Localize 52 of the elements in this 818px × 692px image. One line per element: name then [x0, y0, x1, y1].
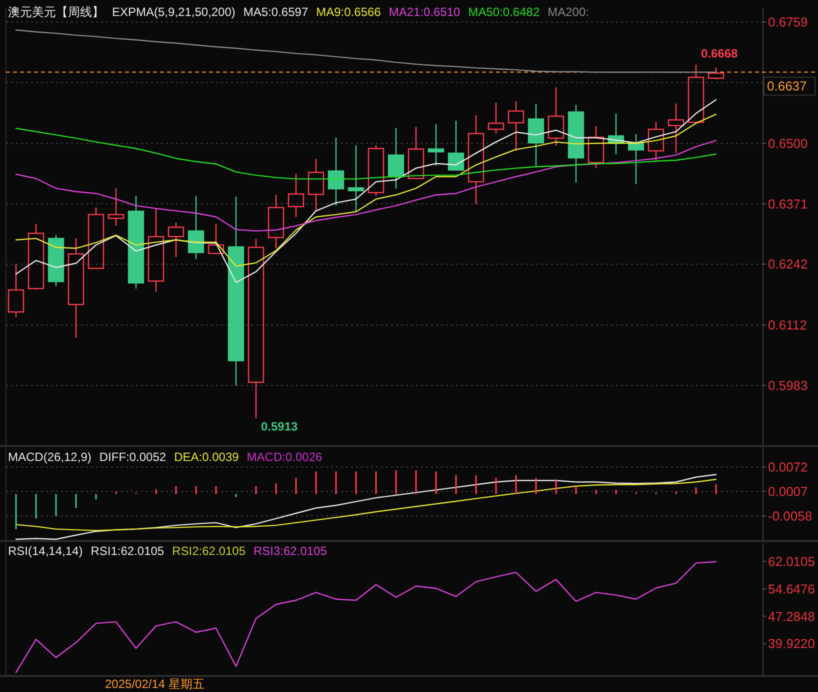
candlestick: [428, 124, 444, 166]
text: RSI3:62.0105: [254, 544, 328, 558]
text: MA5:0.6597: [243, 5, 308, 19]
line-series: [15, 474, 717, 540]
text: MA9:0.6566: [316, 5, 382, 19]
candlestick: [528, 103, 544, 166]
annotation: 0.6668: [701, 46, 738, 61]
line-series: [15, 560, 717, 673]
y-tick-label: 0.6242: [768, 256, 808, 272]
line-series: [15, 140, 717, 232]
line-series: [15, 114, 717, 267]
text: 2025/02/14 星期五: [105, 677, 204, 691]
candlestick: [288, 173, 304, 218]
y-tick-label: 0.0007: [768, 484, 808, 499]
text: DIFF:0.0052: [99, 450, 166, 464]
candlestick: [328, 137, 344, 206]
text: MA21:0.6510: [388, 5, 461, 19]
legend-label: RSI1:62.0105: [90, 544, 164, 558]
candlestick: [228, 196, 244, 386]
y-tick-label: 0.5983: [768, 378, 808, 394]
text: 0.6637: [767, 78, 807, 94]
y-tick-label: 0.0072: [768, 459, 808, 474]
candlestick: [68, 238, 84, 338]
y-tick-label: 47.2848: [768, 608, 815, 624]
candlestick: [308, 158, 324, 212]
candlestick: [268, 194, 284, 249]
y-tick-label: 0.6112: [768, 318, 807, 333]
y-tick-label: 39.9220: [768, 636, 815, 652]
candlestick: [148, 208, 164, 292]
y-tick-label: 0.6371: [768, 196, 808, 212]
chart-title: 澳元美元【周线】: [8, 5, 104, 19]
line-series: [15, 478, 717, 532]
line-series: [15, 99, 717, 284]
candlestick: [468, 114, 484, 205]
y-tick-label: 0.6500: [768, 136, 808, 151]
legend-title: MACD(26,12,9): [8, 450, 92, 464]
candlestick: [508, 100, 524, 152]
text: DEA:0.0039: [174, 450, 240, 464]
legend-label: RSI2:62.0105: [172, 544, 246, 558]
y-tick-label: -0.0058: [768, 508, 812, 524]
text: MA200:: [548, 5, 589, 19]
candlestick: [668, 102, 684, 154]
legend-title: RSI(14,14,14): [8, 544, 83, 558]
annotation: 0.5913: [261, 419, 298, 434]
candlestick: [388, 127, 404, 190]
y-tick-label: 62.0105: [768, 554, 815, 570]
y-tick-label: 54.6476: [768, 581, 815, 596]
legend-title: EXPMA(5,9,21,50,200): [112, 5, 236, 19]
text: MA50:0.6482: [468, 5, 540, 19]
candlestick: [348, 144, 364, 212]
y-tick-label: 0.6759: [768, 14, 808, 30]
series-label: MACD:0.0026: [246, 450, 322, 464]
